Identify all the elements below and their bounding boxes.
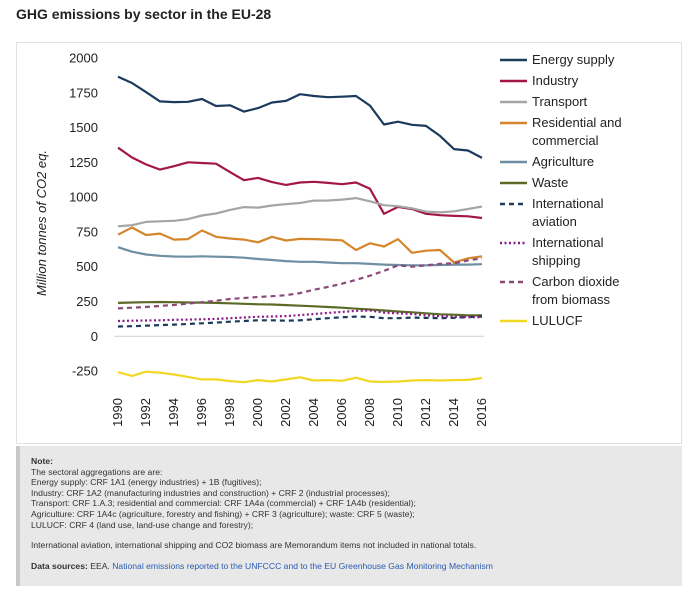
legend-label-aviation: International [532, 196, 604, 211]
y-tick-label: 0 [91, 329, 98, 344]
y-tick-label: 1500 [69, 120, 98, 135]
emissions-line-chart: Million tonnes of CO2 eq. 2000 1750 1500 12… [34, 51, 622, 427]
data-sources-org: EEA. [90, 560, 110, 571]
note-line-transport: Transport: CRF 1.A.3; residential and co… [31, 498, 416, 509]
note-line-industry: Industry: CRF 1A2 (manufacturing industr… [31, 487, 390, 498]
data-sources: Data sources: EEA. National emissions re… [31, 561, 668, 572]
note-intro: The sectoral aggregations are are: [31, 466, 163, 477]
legend-label-transport: Transport [532, 94, 588, 109]
data-sources-label: Data sources: [31, 560, 88, 571]
series-line-waste [117, 300, 482, 317]
x-tick-label: 2008 [362, 398, 377, 427]
note-line-agriculture: Agriculture: CRF 1A4c (agriculture, fore… [31, 508, 415, 519]
note-panel: Note: The sectoral aggregations are are:… [16, 446, 682, 586]
legend-label-residential: commercial [532, 133, 599, 148]
legend-label-energy: Energy supply [532, 52, 615, 67]
data-sources-link[interactable]: National emissions reported to the UNFCC… [112, 560, 493, 571]
note-accent-bar [16, 446, 20, 586]
y-axis-title: Million tonnes of CO2 eq. [34, 150, 49, 296]
y-tick-label: 1000 [69, 190, 98, 205]
x-axis-ticks: 1990 1992 1994 1996 1998 2000 2002 2004 2006 2008… [110, 398, 489, 427]
x-tick-label: 1990 [110, 398, 125, 427]
series-line-residential [117, 226, 483, 264]
y-tick-label: 2000 [69, 51, 98, 66]
x-tick-label: 2016 [474, 398, 489, 427]
series-line-transport [117, 197, 483, 228]
legend-label-biomass: from biomass [532, 292, 611, 307]
series-line-biomass [117, 257, 483, 310]
x-tick-label: 2000 [250, 398, 265, 427]
x-tick-label: 1998 [222, 398, 237, 427]
legend-label-biomass: Carbon dioxide [532, 274, 619, 289]
legend-label-aviation: aviation [532, 214, 577, 229]
y-axis-ticks: 2000 1750 1500 1250 1000 750 500 250 0 -250 [69, 51, 98, 379]
chart-title: GHG emissions by sector in the EU-28 [16, 6, 272, 22]
x-tick-label: 2002 [278, 398, 293, 427]
x-tick-label: 1994 [166, 398, 181, 427]
series-line-lulucf [117, 370, 483, 384]
x-tick-label: 2010 [390, 398, 405, 427]
legend-label-industry: Industry [532, 73, 579, 88]
legend-label-shipping: International [532, 235, 604, 250]
note-line-lulucf: LULUCF: CRF 4 (land use, land-use change… [31, 519, 254, 530]
y-tick-label: 500 [76, 259, 98, 274]
series-lines [117, 75, 483, 384]
x-tick-label: 2006 [334, 398, 349, 427]
note-heading: Note: [31, 456, 53, 466]
series-line-industry [117, 146, 483, 220]
legend-label-residential: Residential and [532, 115, 622, 130]
series-line-aviation [117, 315, 483, 328]
y-tick-label: -250 [72, 364, 98, 379]
legend-label-lulucf: LULUCF [532, 313, 583, 328]
y-tick-label: 750 [76, 224, 98, 239]
legend-label-agriculture: Agriculture [532, 154, 594, 169]
y-tick-label: 1750 [69, 85, 98, 100]
y-tick-label: 250 [76, 294, 98, 309]
legend: Energy supply Industry Transport Residentia… [500, 52, 622, 328]
y-tick-label: 1250 [69, 155, 98, 170]
legend-label-shipping: shipping [532, 253, 580, 268]
x-tick-label: 1996 [194, 398, 209, 427]
x-tick-label: 2004 [306, 398, 321, 427]
x-tick-label: 2012 [418, 398, 433, 427]
legend-label-waste: Waste [532, 175, 568, 190]
series-line-energy [117, 75, 483, 159]
note-line-energy: Energy supply: CRF 1A1 (energy industrie… [31, 477, 262, 488]
x-tick-label: 1992 [138, 398, 153, 427]
x-tick-label: 2014 [446, 398, 461, 427]
chart-frame [16, 42, 682, 444]
note-memo: International aviation, international sh… [31, 540, 477, 551]
